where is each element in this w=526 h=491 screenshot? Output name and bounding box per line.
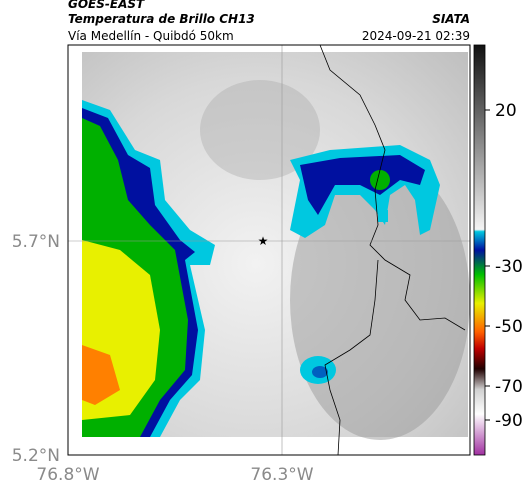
colorbar [473, 44, 486, 456]
imagery [82, 52, 470, 440]
boundaries [319, 44, 466, 456]
colorbar-label: -70 [495, 377, 523, 397]
frame [67, 44, 471, 456]
source: SIATA [432, 12, 470, 26]
colorbar-label: 20 [495, 101, 517, 121]
colorbar-ticks [485, 109, 490, 421]
lon-label: 76.3°W [250, 465, 313, 485]
lat-label: 5.7°N [12, 232, 60, 252]
colorbar-label: -30 [495, 257, 523, 277]
lat-label: 5.2°N [12, 446, 60, 466]
timestamp: 2024-09-21 02:39 [362, 29, 470, 43]
colorbar-label: -90 [495, 411, 523, 431]
satellite: GOES-EAST [68, 0, 145, 11]
colorbar-label: -50 [495, 317, 523, 337]
product: Temperatura de Brillo CH13 [68, 12, 255, 26]
route: Vía Medellín - Quibdó 50km [68, 29, 234, 43]
city-marker: ★ [258, 234, 269, 248]
lon-label: 76.8°W [36, 465, 99, 485]
